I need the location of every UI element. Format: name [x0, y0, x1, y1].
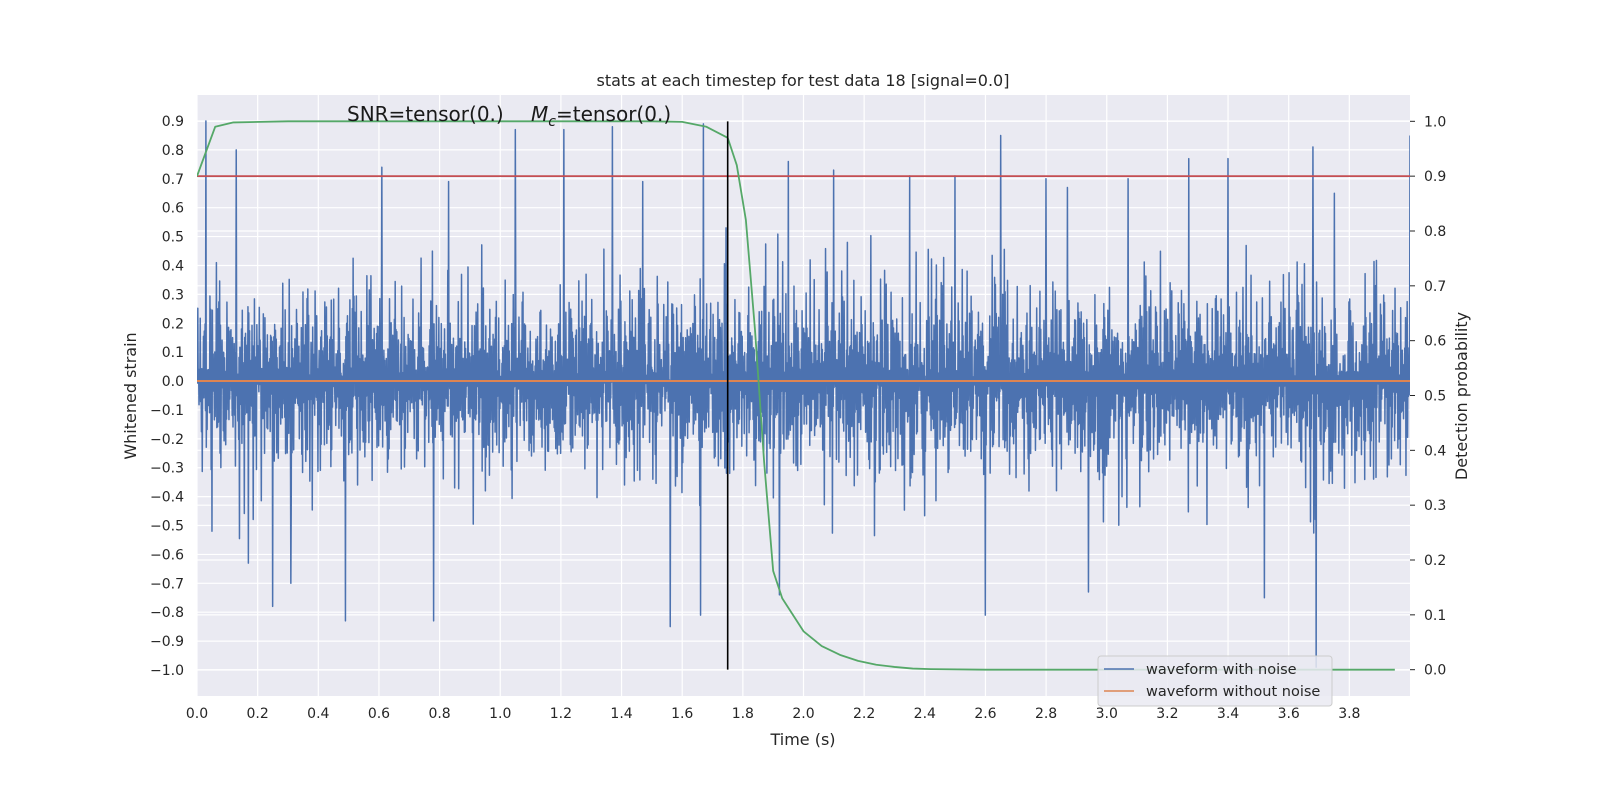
x-tick-label: 2.4 [914, 706, 936, 722]
x-tick-label: 0.4 [307, 706, 329, 722]
x-tick-label: 2.8 [1035, 706, 1057, 722]
y-tick-label: −0.5 [150, 519, 184, 535]
chart-title: stats at each timestep for test data 18 … [597, 71, 1010, 90]
x-tick-label: 0.6 [368, 706, 390, 722]
x-tick-label: 0.8 [428, 706, 450, 722]
x-tick-label: 0.2 [247, 706, 269, 722]
chirp-mass-annotation: Mc=tensor(0.) [531, 102, 671, 130]
x-tick-label: 1.6 [671, 706, 693, 722]
y2-axis-label: Detection probability [1452, 312, 1471, 480]
legend-label-noisy: waveform with noise [1146, 662, 1297, 678]
series-waveform-with-noise [197, 120, 1410, 668]
y-tick-label: −0.3 [150, 461, 184, 477]
y-tick-label: −1.0 [150, 663, 184, 679]
y2-tick-label: 0.8 [1424, 224, 1446, 240]
y2-tick-label: 1.0 [1424, 114, 1446, 130]
x-tick-label: 1.8 [732, 706, 754, 722]
chirp-mass-value: =tensor(0.) [556, 102, 671, 126]
y2-tick-label: 0.9 [1424, 169, 1446, 185]
x-axis-ticks: 0.0 0.2 0.4 0.6 0.8 1.0 1.2 1.4 1.6 1.8 2.0 2.2 2.4 2… [186, 706, 1361, 722]
plot-series [197, 120, 1410, 671]
snr-annotation: SNR=tensor(0.) [347, 102, 504, 126]
y-tick-label: 0.9 [162, 114, 184, 130]
y-tick-label: 0.4 [162, 258, 184, 274]
y-tick-label: 0.3 [162, 287, 184, 303]
x-tick-label: 3.6 [1278, 706, 1300, 722]
y-tick-label: 0.5 [162, 230, 184, 246]
x-tick-label: 3.2 [1156, 706, 1178, 722]
y-tick-label: 0.7 [162, 172, 184, 188]
y-tick-label: −0.6 [150, 547, 184, 563]
y-tick-label: −0.8 [150, 605, 184, 621]
x-tick-label: 2.6 [974, 706, 996, 722]
y2-tick-label: 0.3 [1424, 498, 1446, 514]
y-axis-ticks: 0.9 0.8 0.7 0.6 0.5 0.4 0.3 0.2 0.1 0.0 −0.1 −0.2 −0… [150, 114, 184, 679]
legend-label-clean: waveform without noise [1146, 684, 1320, 700]
y-tick-label: 0.1 [162, 345, 184, 361]
y2-tick-label: 0.2 [1424, 553, 1446, 569]
y-tick-label: −0.4 [150, 490, 184, 506]
y-tick-label: −0.2 [150, 432, 184, 448]
y-tick-label: 0.2 [162, 316, 184, 332]
y2-tick-label: 0.4 [1424, 443, 1446, 459]
y-tick-label: −0.1 [150, 403, 184, 419]
series-detection-probability [197, 120, 1395, 671]
x-tick-label: 3.8 [1338, 706, 1360, 722]
x-tick-label: 2.0 [792, 706, 814, 722]
y-tick-label: 0.6 [162, 201, 184, 217]
x-tick-label: 2.2 [853, 706, 875, 722]
x-tick-label: 1.2 [550, 706, 572, 722]
y-tick-label: −0.7 [150, 576, 184, 592]
y2-tick-label: 0.5 [1424, 389, 1446, 405]
y-tick-label: 0.0 [162, 374, 184, 390]
x-tick-label: 0.0 [186, 706, 208, 722]
x-axis-label: Time (s) [769, 730, 835, 749]
legend-box [1097, 655, 1333, 707]
y2-tick-label: 0.6 [1424, 334, 1446, 350]
y-tick-label: −0.9 [150, 634, 184, 650]
x-tick-label: 1.4 [610, 706, 632, 722]
x-tick-label: 1.0 [489, 706, 511, 722]
y2-tick-label: 0.7 [1424, 279, 1446, 295]
y2-tick-label: 0.0 [1424, 663, 1446, 679]
x-tick-label: 3.4 [1217, 706, 1239, 722]
y-tick-label: 0.8 [162, 143, 184, 159]
chirp-mass-symbol: M [531, 102, 548, 126]
stats-annotation: SNR=tensor(0.) Mc=tensor(0.) [347, 102, 671, 130]
x-tick-label: 3.0 [1096, 706, 1118, 722]
chirp-mass-subscript: c [548, 114, 556, 130]
legend: waveform with noise waveform without noi… [1097, 655, 1333, 707]
y2-axis-ticks: 1.0 0.9 0.8 0.7 0.6 0.5 0.4 0.3 0.2 0.1 0.0 [1410, 114, 1446, 679]
y2-tick-label: 0.1 [1424, 608, 1446, 624]
y-axis-label: Whitened strain [121, 332, 140, 459]
